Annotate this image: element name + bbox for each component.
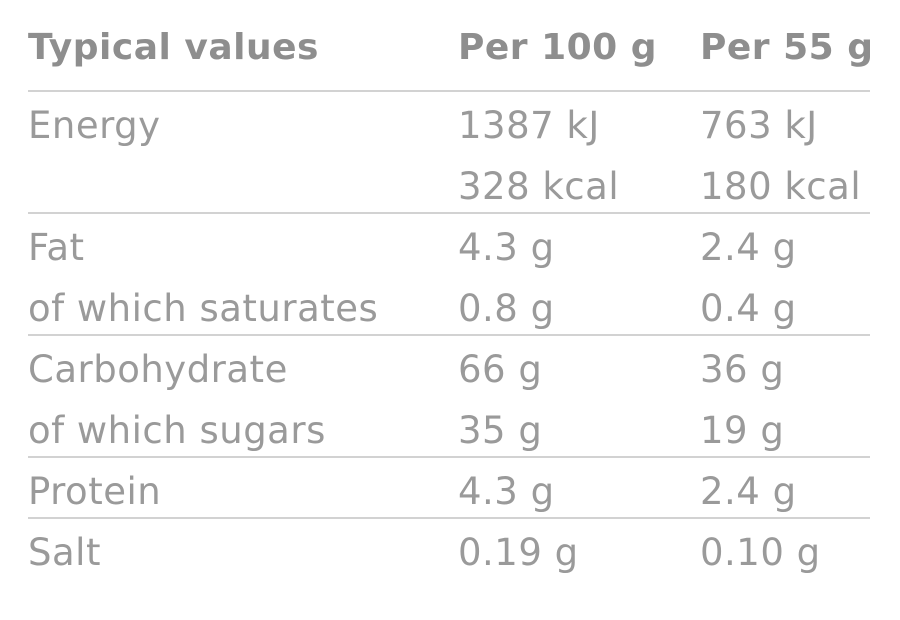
row-value: 35 g (458, 409, 543, 452)
row-value: 328 kcal (458, 165, 620, 208)
row-value: 36 g (700, 348, 785, 391)
header-cell: Per 100 g (458, 27, 658, 68)
row-label: Protein (28, 470, 162, 513)
row-value: 2.4 g (700, 226, 797, 269)
row-value: 4.3 g (458, 470, 555, 513)
row-label: of which saturates (28, 287, 379, 330)
row-label: Carbohydrate (28, 348, 288, 391)
row-value: 0.8 g (458, 287, 555, 330)
row-value: 66 g (458, 348, 543, 391)
row-value: 763 kJ (700, 104, 818, 147)
header-cell: Per 55 g (700, 27, 874, 68)
row-divider (28, 456, 870, 458)
row-value: 0.19 g (458, 531, 579, 574)
row-value: 19 g (700, 409, 785, 452)
row-value: 4.3 g (458, 226, 555, 269)
row-value: 0.4 g (700, 287, 797, 330)
row-label: Salt (28, 531, 101, 574)
row-divider (28, 334, 870, 336)
row-label: of which sugars (28, 409, 326, 452)
row-value: 180 kcal (700, 165, 862, 208)
row-value: 2.4 g (700, 470, 797, 513)
row-label: Fat (28, 226, 85, 269)
row-divider (28, 90, 870, 92)
row-label: Energy (28, 104, 161, 147)
header-cell: Typical values (28, 27, 319, 68)
row-value: 0.10 g (700, 531, 821, 574)
row-divider (28, 212, 870, 214)
row-value: 1387 kJ (458, 104, 600, 147)
row-divider (28, 517, 870, 519)
